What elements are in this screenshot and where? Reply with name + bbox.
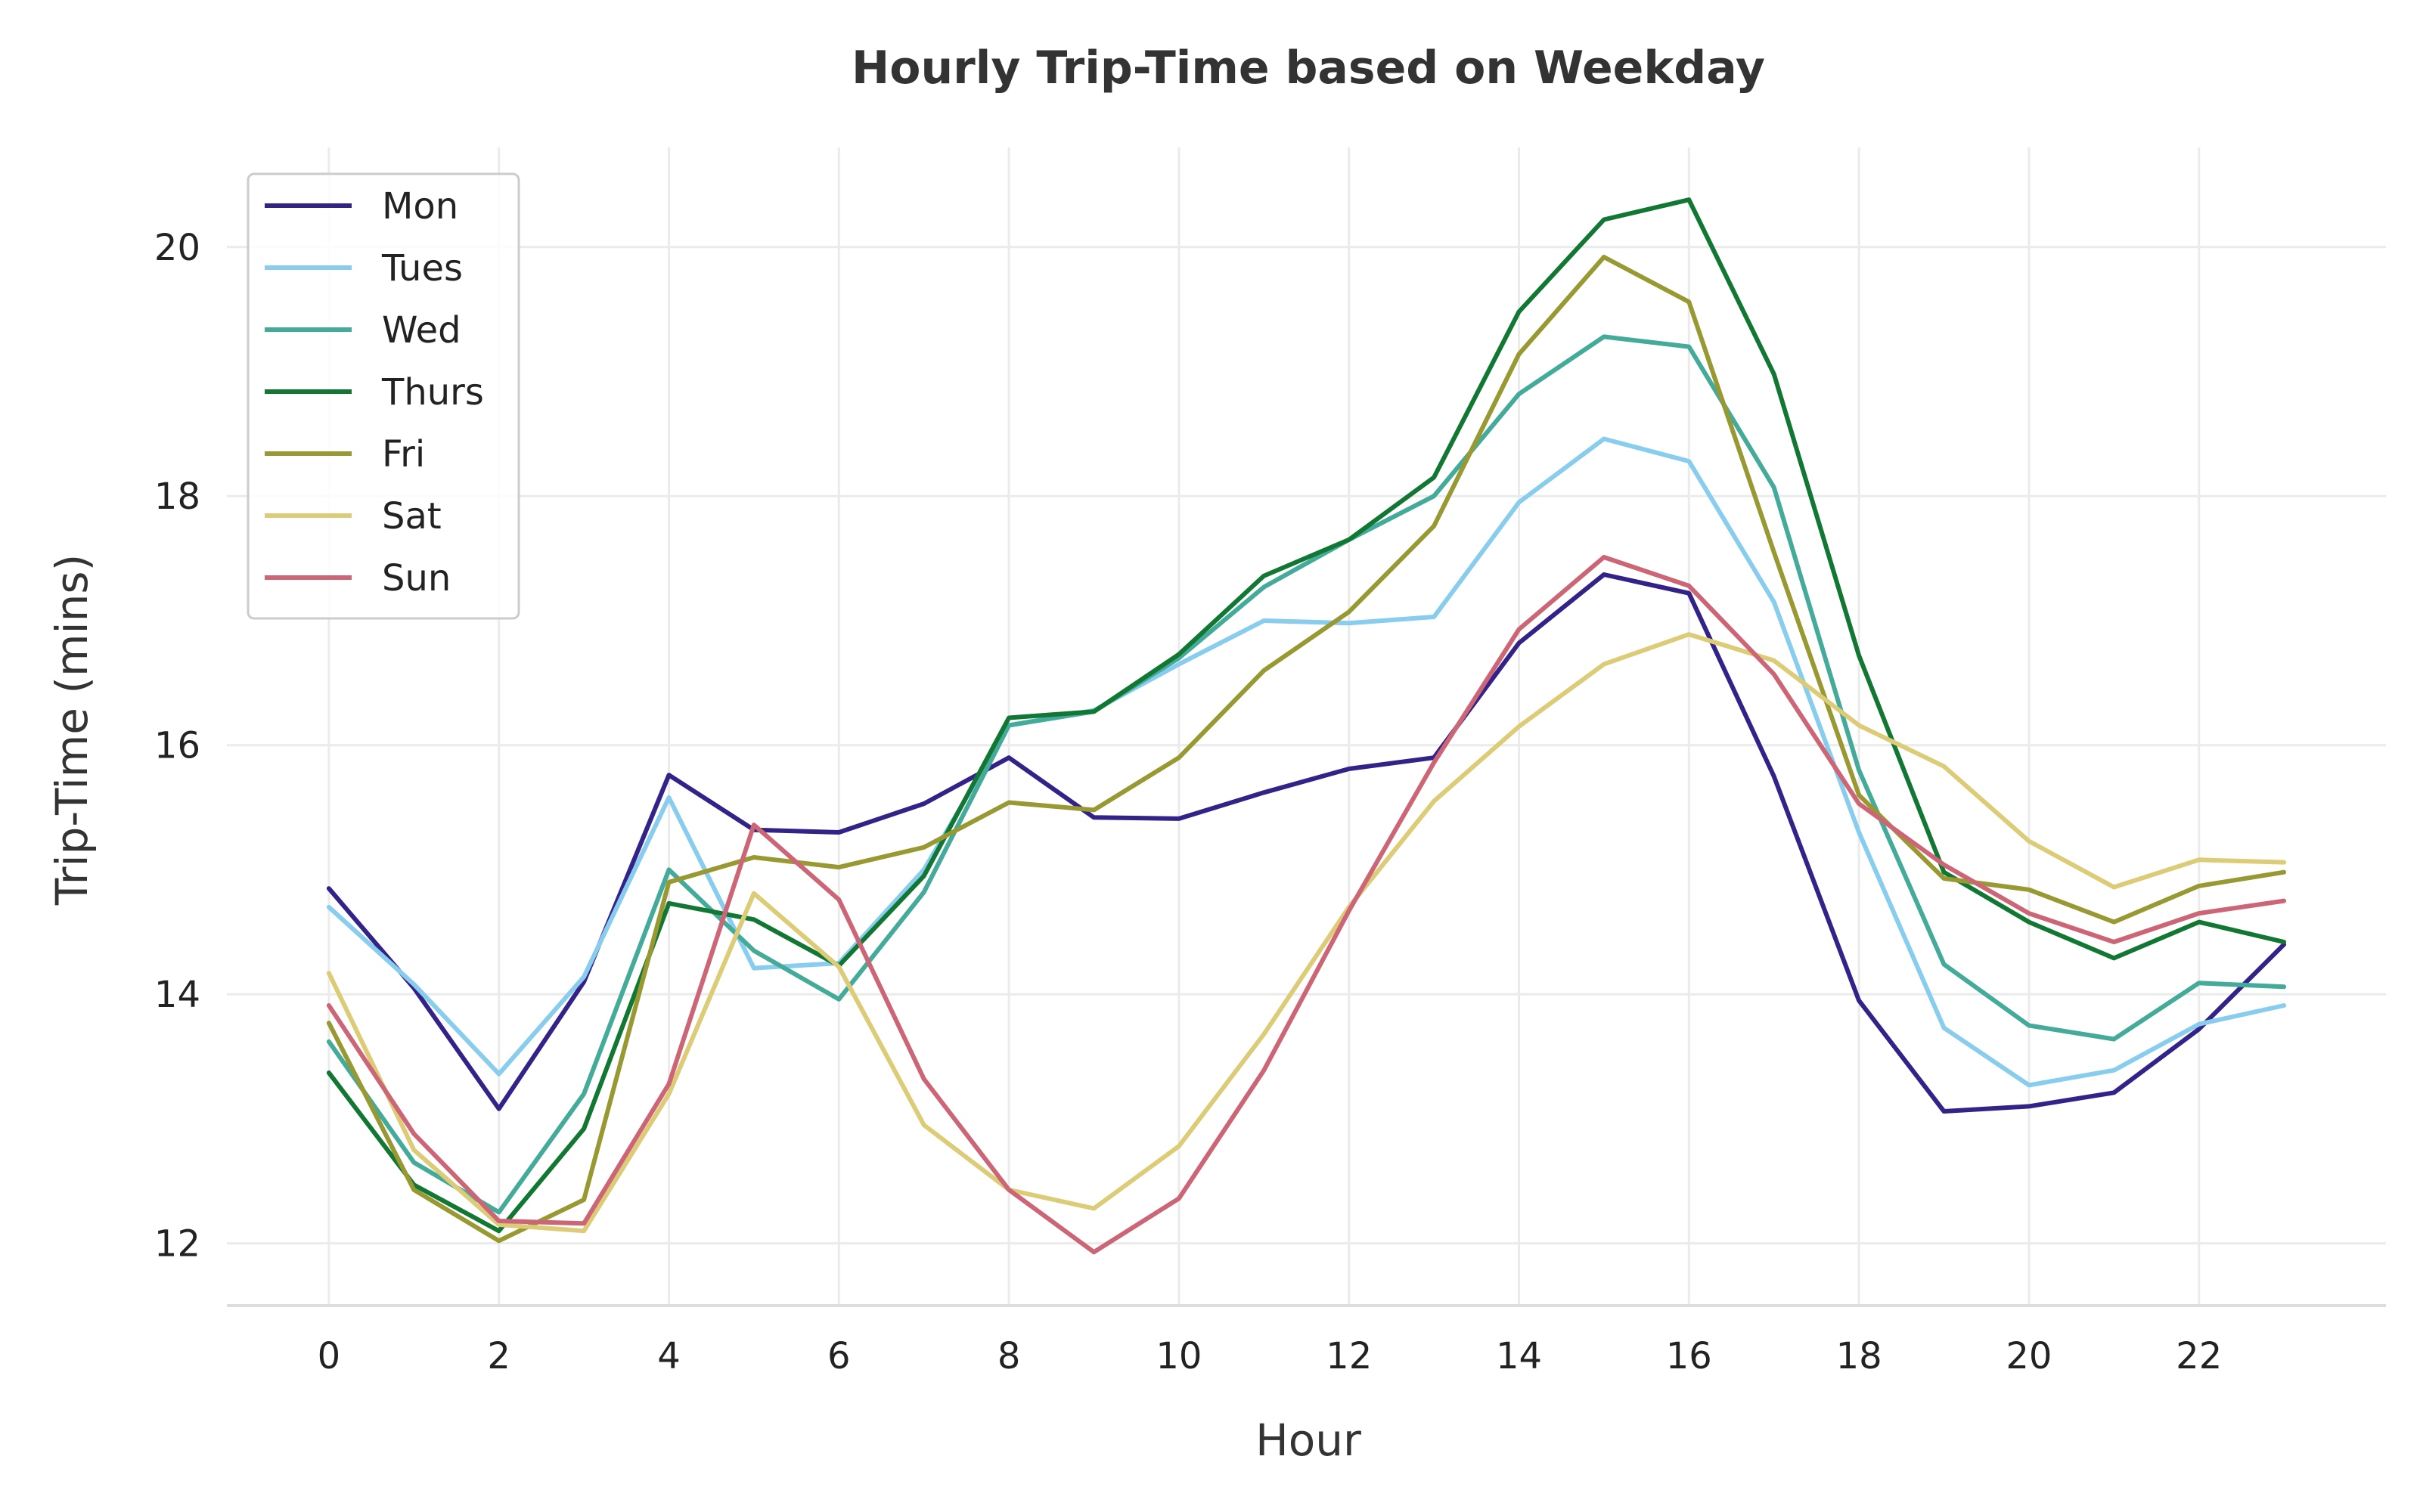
legend-box — [247, 172, 520, 620]
y-axis-label: Trip-Time (mins) — [46, 554, 98, 906]
series-line-tues — [326, 436, 2287, 1088]
legend-label-sat: Sat — [382, 495, 442, 538]
x-tick-label: 0 — [318, 1335, 341, 1377]
legend-label-fri: Fri — [382, 433, 425, 476]
legend-label-tues: Tues — [381, 247, 463, 290]
grid — [227, 147, 2386, 1306]
x-tick-label: 20 — [2006, 1335, 2052, 1377]
y-tick-label: 20 — [154, 227, 200, 269]
legend-label-sun: Sun — [382, 557, 451, 600]
x-tick-label: 6 — [827, 1335, 851, 1377]
x-tick-label: 4 — [657, 1335, 681, 1377]
legend-label-wed: Wed — [382, 309, 461, 352]
series-line-thurs — [326, 197, 2287, 1234]
y-axis-ticks: 12 14 16 18 20 — [154, 227, 200, 1266]
series-lines — [326, 197, 2287, 1255]
y-tick-label: 14 — [154, 974, 200, 1016]
series-line-wed — [326, 334, 2287, 1215]
legend-label-thurs: Thurs — [381, 371, 484, 414]
x-tick-label: 2 — [487, 1335, 510, 1377]
legend: Mon Tues Wed Thurs Fri Sat Sun — [247, 172, 520, 620]
x-tick-label: 14 — [1496, 1335, 1542, 1377]
y-tick-label: 12 — [154, 1223, 200, 1266]
x-tick-label: 16 — [1666, 1335, 1712, 1377]
x-tick-label: 18 — [1836, 1335, 1882, 1377]
legend-label-mon: Mon — [382, 185, 458, 228]
series-line-mon — [326, 572, 2287, 1114]
chart-title: Hourly Trip-Time based on Weekday — [852, 42, 1765, 94]
x-tick-label: 8 — [997, 1335, 1021, 1377]
series-line-fri — [326, 255, 2287, 1244]
y-tick-label: 16 — [154, 725, 200, 767]
x-axis-ticks: 0 2 4 6 8 10 12 14 16 18 20 22 — [318, 1335, 2223, 1377]
series-line-sun — [326, 555, 2287, 1255]
y-tick-label: 18 — [154, 476, 200, 518]
x-tick-label: 22 — [2176, 1335, 2222, 1377]
x-axis-label: Hour — [1255, 1414, 1361, 1466]
series-line-sat — [326, 632, 2287, 1234]
x-tick-label: 10 — [1156, 1335, 1202, 1377]
x-tick-label: 12 — [1326, 1335, 1372, 1377]
